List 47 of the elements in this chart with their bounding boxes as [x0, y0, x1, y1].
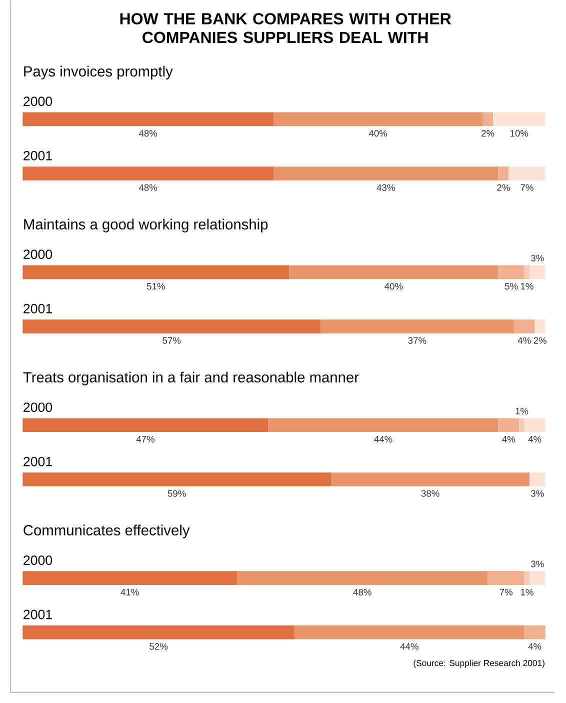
- data-label: 1%: [516, 408, 528, 414]
- data-label: 3%: [531, 490, 544, 497]
- data-label: 4%: [528, 436, 542, 442]
- data-label: 4%: [502, 436, 516, 442]
- data-label: 40%: [384, 282, 403, 290]
- data-label: 2%: [497, 184, 510, 191]
- data-label: 5%: [504, 282, 518, 290]
- data-label: 10%: [510, 130, 528, 137]
- data-label: 40%: [368, 130, 388, 137]
- data-label: 59%: [168, 490, 186, 497]
- y-tick-label: 2000: [24, 96, 52, 106]
- y-tick-label: 2000: [24, 402, 52, 412]
- y-tick-label: 2001: [24, 304, 52, 314]
- data-label: 2%: [534, 337, 546, 344]
- y-tick-label: 2001: [24, 610, 52, 620]
- data-label: 4%: [518, 337, 531, 344]
- data-label: 1%: [520, 588, 534, 596]
- y-tick-label: 2000: [24, 250, 52, 260]
- data-label: 37%: [408, 337, 426, 344]
- data-label: 1%: [520, 282, 534, 290]
- data-label: 48%: [353, 588, 372, 596]
- data-label: 44%: [374, 436, 392, 442]
- data-label: 48%: [138, 184, 158, 191]
- data-label: 2%: [482, 130, 494, 137]
- data-label: 52%: [150, 643, 168, 650]
- data-label: 43%: [376, 184, 395, 191]
- y-tick-label: 2001: [24, 456, 52, 466]
- annotation: Maintains a good working relationship: [24, 218, 268, 232]
- data-label: 3%: [531, 560, 544, 568]
- data-label: 48%: [138, 130, 158, 137]
- data-label: 51%: [147, 282, 165, 290]
- annotation: Treats organisation in a fair and reasonable manner: [23, 372, 359, 386]
- data-label: 47%: [136, 436, 155, 442]
- data-label: 4%: [528, 643, 542, 650]
- data-label: 57%: [162, 337, 181, 344]
- data-label: 44%: [400, 643, 418, 650]
- data-label: 41%: [120, 588, 139, 596]
- y-tick-label: 2000: [24, 556, 52, 565]
- text: (Source: Supplier Research 2001): [414, 660, 544, 668]
- y-tick-label: 2001: [24, 150, 52, 160]
- data-label: 7%: [500, 588, 513, 596]
- chart-title: HOW THE BANK COMPARES WITH OTHER COMPANIES SUPPLIERS DEAL WITH: [120, 13, 452, 44]
- data-label: 3%: [531, 254, 544, 262]
- annotation: Communicates effectively: [24, 524, 190, 538]
- data-label: 38%: [421, 490, 440, 497]
- annotation: Pays invoices promptly: [24, 66, 173, 80]
- data-label: 7%: [520, 184, 534, 191]
